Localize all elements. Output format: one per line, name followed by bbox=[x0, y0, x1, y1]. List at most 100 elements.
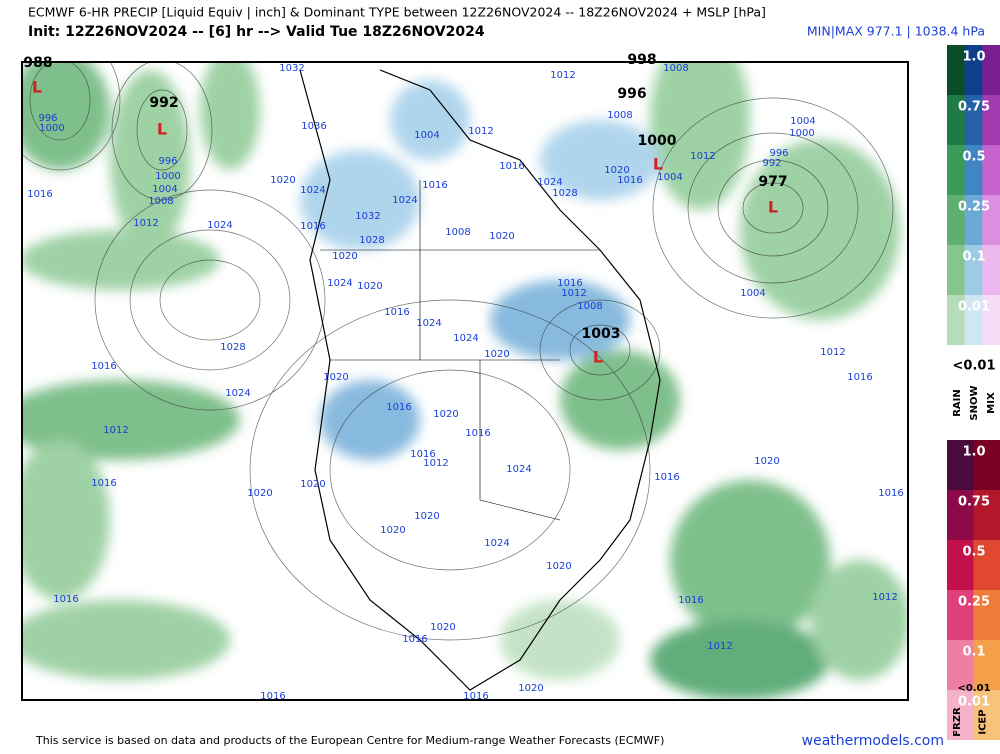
isobar-label: 1020 bbox=[484, 349, 509, 360]
isobar-label: 996 bbox=[158, 156, 177, 167]
legend-level: 1.0 bbox=[962, 445, 985, 460]
site[interactable]: weathermodels.com bbox=[802, 733, 944, 749]
isobar-label: 1020 bbox=[357, 281, 382, 292]
isobar-label: 1004 bbox=[790, 116, 815, 127]
isobar-label: 1028 bbox=[359, 235, 384, 246]
isobar-label: 1024 bbox=[392, 195, 417, 206]
isobar-label: 1016 bbox=[617, 175, 642, 186]
low-symbol: L bbox=[157, 120, 167, 139]
isobar-label: 1016 bbox=[260, 691, 285, 702]
legend-level: 0.75 bbox=[958, 495, 990, 510]
isobar-label: 1016 bbox=[384, 307, 409, 318]
isobar-label: 992 bbox=[762, 158, 781, 169]
isobar-label: 1020 bbox=[300, 479, 325, 490]
minmax: MIN|MAX 977.1 | 1038.4 hPa bbox=[807, 24, 985, 39]
isobar-label: 1036 bbox=[301, 121, 326, 132]
isobar-label: 1012 bbox=[820, 347, 845, 358]
isobar-label: 1024 bbox=[207, 220, 232, 231]
isobar-label: 1008 bbox=[663, 63, 688, 74]
low-symbol: L bbox=[653, 155, 663, 174]
isobar-label: 1012 bbox=[468, 126, 493, 137]
isobar-label: 1004 bbox=[152, 184, 177, 195]
isobar-label: 1024 bbox=[537, 177, 562, 188]
isobar-label: 1020 bbox=[489, 231, 514, 242]
isobar-label: 1016 bbox=[300, 221, 325, 232]
legend-level: 0.5 bbox=[962, 150, 985, 165]
legend-type: RAIN bbox=[952, 389, 963, 417]
isobar-label: 1000 bbox=[155, 171, 180, 182]
isobar-label: 1012 bbox=[133, 218, 158, 229]
pressure-center: 977 bbox=[758, 174, 787, 190]
low-symbol: L bbox=[593, 348, 603, 367]
isobar-label: 1020 bbox=[518, 683, 543, 694]
legend-level: 0.25 bbox=[958, 200, 990, 215]
isobar-label: 1004 bbox=[740, 288, 765, 299]
isobar-label: 1024 bbox=[300, 185, 325, 196]
isobar-label: 1012 bbox=[423, 458, 448, 469]
low-symbol: L bbox=[32, 78, 42, 97]
isobar-label: 1020 bbox=[433, 409, 458, 420]
isobar-label: 1020 bbox=[380, 525, 405, 536]
isobar-label: 1012 bbox=[690, 151, 715, 162]
isobar-label: 1008 bbox=[607, 110, 632, 121]
legend-below: <0.01 bbox=[957, 683, 990, 694]
isobar-label: 1032 bbox=[279, 63, 304, 74]
isobar-label: 1016 bbox=[422, 180, 447, 191]
low-symbol: L bbox=[768, 198, 778, 217]
legend-below: <0.01 bbox=[953, 359, 996, 374]
pressure-center: 988 bbox=[23, 55, 52, 71]
legend-type: FRZR bbox=[952, 707, 963, 737]
isobar-label: 1016 bbox=[465, 428, 490, 439]
isobar-label: 1028 bbox=[220, 342, 245, 353]
isobar-label: 1024 bbox=[225, 388, 250, 399]
legend-type: ICEP bbox=[978, 709, 989, 734]
isobar-label: 1000 bbox=[789, 128, 814, 139]
isobar-label: 1020 bbox=[414, 511, 439, 522]
pressure-center: 992 bbox=[149, 95, 178, 111]
isobar-label: 996 bbox=[38, 113, 57, 124]
isobar-label: 1012 bbox=[707, 641, 732, 652]
isobar-label: 1004 bbox=[657, 172, 682, 183]
isobar-label: 1024 bbox=[484, 538, 509, 549]
legend-type: MIX bbox=[986, 392, 997, 414]
pressure-center: 1003 bbox=[582, 326, 621, 342]
isobar-label: 1012 bbox=[872, 592, 897, 603]
isobar-label: 1020 bbox=[323, 372, 348, 383]
pressure-center: 998 bbox=[627, 52, 656, 68]
isobar-label: 1020 bbox=[430, 622, 455, 633]
isobar-label: 1016 bbox=[91, 478, 116, 489]
isobar-label: 1024 bbox=[453, 333, 478, 344]
isobar-label: 1008 bbox=[148, 196, 173, 207]
isobar-label: 1016 bbox=[91, 361, 116, 372]
legend-level: 0.5 bbox=[962, 545, 985, 560]
legend-type: SNOW bbox=[969, 385, 980, 420]
isobar-label: 1016 bbox=[386, 402, 411, 413]
legend-level: 0.75 bbox=[958, 100, 990, 115]
pressure-center: 996 bbox=[617, 86, 646, 102]
title: ECMWF 6-HR PRECIP [Liquid Equiv | inch] … bbox=[28, 5, 766, 20]
legend-level: 0.01 bbox=[958, 300, 990, 315]
isobar-label: 1016 bbox=[499, 161, 524, 172]
isobar-label: 1008 bbox=[577, 301, 602, 312]
isobar-label: 1020 bbox=[754, 456, 779, 467]
isobar-label: 1032 bbox=[355, 211, 380, 222]
isobar-label: 1008 bbox=[445, 227, 470, 238]
isobar-label: 1020 bbox=[332, 251, 357, 262]
isobar-label: 1024 bbox=[506, 464, 531, 475]
isobar-label: 1016 bbox=[463, 691, 488, 702]
isobar-label: 1016 bbox=[402, 634, 427, 645]
isobar-label: 1016 bbox=[654, 472, 679, 483]
credit: This service is based on data and produc… bbox=[35, 734, 664, 747]
isobar-label: 1004 bbox=[414, 130, 439, 141]
isobar-label: 1000 bbox=[39, 123, 64, 134]
isobar-label: 1020 bbox=[546, 561, 571, 572]
isobar-label: 1024 bbox=[327, 278, 352, 289]
isobar-label: 1020 bbox=[247, 488, 272, 499]
legend-level: 0.1 bbox=[962, 645, 985, 660]
isobar-label: 1024 bbox=[416, 318, 441, 329]
legend-level: 0.1 bbox=[962, 250, 985, 265]
pressure-center: 1000 bbox=[638, 133, 677, 149]
isobar-label: 1012 bbox=[103, 425, 128, 436]
